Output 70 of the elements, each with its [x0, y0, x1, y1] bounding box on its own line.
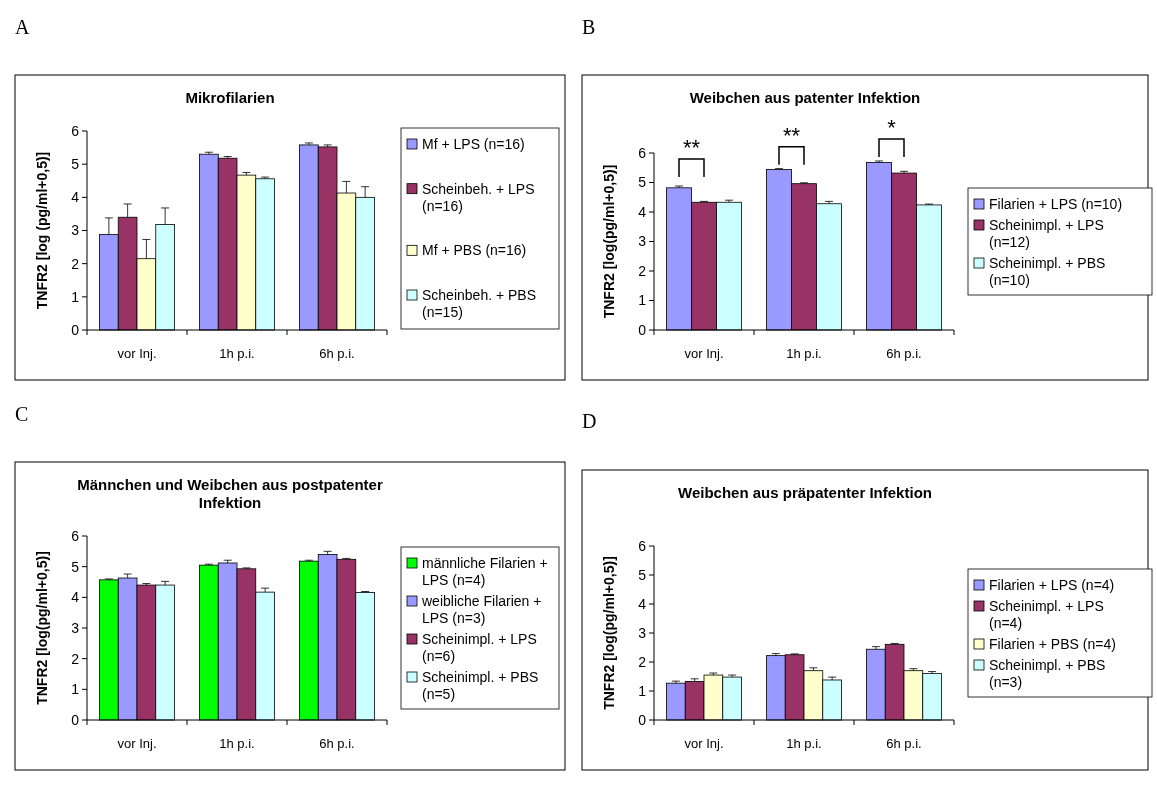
x-tick-label: 1h p.i.: [219, 736, 255, 751]
y-tick-label: 4: [638, 595, 647, 612]
x-tick-label: 1h p.i.: [786, 736, 822, 751]
y-tick-label: 3: [638, 624, 647, 641]
y-tick-label: 3: [71, 619, 80, 636]
legend-label: Mf + LPS (n=16): [422, 136, 525, 152]
legend-label: weibliche Filarien + LPS (n=3): [421, 593, 542, 626]
y-tick-label: 6: [71, 122, 80, 139]
y-tick-label: 6: [71, 527, 80, 544]
y-tick-label: 1: [638, 682, 647, 699]
y-tick-label: 4: [71, 189, 80, 206]
x-tick-label: vor Inj.: [684, 346, 724, 361]
y-tick-label: 2: [638, 262, 647, 279]
y-tick-label: 1: [71, 288, 80, 305]
x-tick-label: vor Inj.: [117, 736, 157, 751]
y-tick-label: 2: [71, 255, 80, 272]
y-tick-label: 1: [638, 292, 647, 309]
x-tick-label: 6h p.i.: [886, 346, 922, 361]
legend-label: Scheinimpl. + PBS (n=5): [422, 669, 539, 702]
legend-label: Scheinimpl. + LPS (n=4): [989, 598, 1104, 631]
x-tick-label: 1h p.i.: [219, 346, 255, 361]
y-tick-label: 0: [638, 321, 647, 338]
y-tick-label: 3: [71, 222, 80, 239]
y-axis-title: TNFR2 [log(pg/ml+0,5)]: [601, 556, 617, 710]
legend-label: Mf + PBS (n=16): [422, 242, 527, 259]
chart-title: Weibchen aus präpatenter Infektion: [678, 484, 932, 501]
y-tick-label: 6: [638, 144, 647, 161]
text: C: [15, 403, 29, 425]
y-tick-label: 3: [638, 233, 647, 250]
annotation: *: [887, 114, 897, 140]
y-tick-label: 5: [71, 558, 80, 575]
y-tick-label: 0: [71, 711, 80, 728]
text: D: [582, 410, 597, 432]
y-tick-label: 5: [638, 174, 647, 191]
legend-label: Filarien + LPS (n=10): [989, 196, 1123, 212]
x-tick-label: 1h p.i.: [786, 346, 822, 361]
legend-label: Scheinbeh. + PBS (n=15): [422, 287, 537, 320]
legend-label: Filarien + PBS (n=4): [989, 636, 1116, 652]
legend-label: Scheinbeh. + LPS (n=16): [422, 180, 535, 214]
chart-title: Männchen und Weibchen aus postpatenter Infektion: [77, 476, 383, 511]
chart-title: Weibchen aus patenter Infektion: [689, 89, 921, 106]
y-axis-title: TNFR2 [log(pg/ml+0,5)]: [34, 551, 50, 705]
legend-label: Scheinimpl. + LPS (n=6): [422, 631, 537, 664]
y-tick-label: 4: [638, 203, 647, 220]
y-axis-title: TNFR2 [log (pg/ml+0,5)]: [34, 151, 50, 310]
annotation: **: [682, 135, 701, 160]
y-tick-label: 2: [638, 653, 647, 670]
legend-label: Filarien + LPS (n=4): [989, 577, 1115, 593]
x-tick-label: 6h p.i.: [886, 736, 922, 751]
legend-label: Scheinimpl. + LPS (n=12): [989, 217, 1104, 250]
y-tick-label: 0: [71, 321, 80, 338]
x-tick-label: 6h p.i.: [319, 346, 355, 361]
y-tick-label: 5: [638, 566, 647, 583]
y-tick-label: 4: [71, 589, 80, 606]
x-tick-label: vor Inj.: [684, 736, 724, 751]
annotation: **: [782, 122, 801, 148]
text: A: [15, 16, 30, 38]
y-tick-label: 1: [71, 681, 80, 698]
chart-title: Mikrofilarien: [185, 89, 275, 106]
legend-label: Scheinimpl. + PBS (n=3): [989, 657, 1106, 690]
y-tick-label: 0: [638, 711, 647, 728]
y-tick-label: 5: [71, 156, 80, 173]
x-tick-label: vor Inj.: [117, 346, 157, 361]
text: B: [582, 16, 596, 38]
y-tick-label: 2: [71, 650, 80, 667]
legend-label: männliche Filarien + LPS (n=4): [422, 555, 548, 588]
y-axis-title: TNFR2 [log(pg/ml+0,5)]: [601, 164, 617, 319]
x-tick-label: 6h p.i.: [319, 736, 355, 751]
y-tick-label: 6: [638, 537, 647, 554]
legend-label: Scheinimpl. + PBS (n=10): [989, 255, 1106, 288]
